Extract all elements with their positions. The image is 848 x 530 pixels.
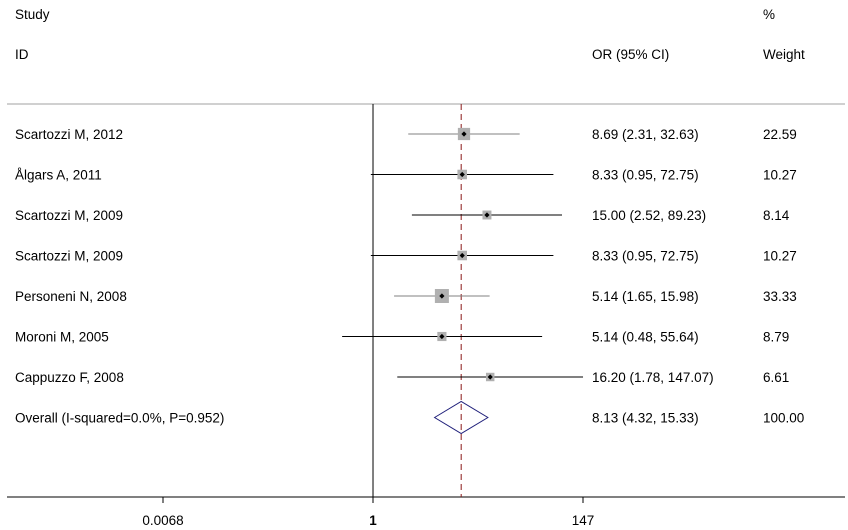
study-weight-text: 33.33: [763, 289, 797, 304]
study-label: Moroni M, 2005: [15, 330, 109, 345]
study-point-estimate: [439, 293, 445, 299]
study-point-estimate: [459, 171, 465, 178]
study-label: Scartozzi M, 2009: [15, 208, 123, 223]
study-point-estimate: [487, 374, 493, 380]
study-row: Scartozzi M, 2012 8.69 (2.31, 32.63) 22.59: [15, 127, 797, 142]
study-row: Cappuzzo F, 2008 16.20 (1.78, 147.07) 6.61: [15, 370, 789, 385]
study-weight-text: 22.59: [763, 127, 797, 142]
axis-layer: 0.0068 1 147: [7, 104, 845, 528]
overall-label: Overall (I-squared=0.0%, P=0.952): [15, 411, 224, 426]
header-ci: OR (95% CI): [592, 47, 669, 62]
study-row: Personeni N, 2008 5.14 (1.65, 15.98) 33.33: [15, 289, 797, 304]
overall-row: Overall (I-squared=0.0%, P=0.952) 8.13 (4…: [15, 400, 804, 435]
study-weight-text: 6.61: [763, 370, 789, 385]
study-ci-text: 15.00 (2.52, 89.23): [592, 208, 706, 223]
study-weight-text: 10.27: [763, 249, 797, 264]
study-weight-text: 8.79: [763, 330, 789, 345]
study-row: Scartozzi M, 2009 8.33 (0.95, 72.75) 10.27: [15, 249, 797, 264]
study-label: Scartozzi M, 2009: [15, 249, 123, 264]
header-study: Study: [15, 7, 50, 22]
study-ci-text: 8.69 (2.31, 32.63): [592, 127, 699, 142]
x-tick-label: 1: [369, 513, 377, 528]
study-weight-text: 8.14: [763, 208, 790, 223]
study-point-estimate: [484, 212, 490, 218]
study-label: Cappuzzo F, 2008: [15, 370, 124, 385]
study-point-estimate: [439, 333, 445, 340]
study-label: Ålgars A, 2011: [15, 168, 102, 183]
x-tick-label: 147: [572, 513, 595, 528]
study-row: Moroni M, 2005 5.14 (0.48, 55.64) 8.79: [15, 330, 789, 345]
study-point-estimate: [461, 131, 467, 137]
study-ci-text: 5.14 (0.48, 55.64): [592, 330, 699, 345]
study-weight-text: 10.27: [763, 168, 797, 183]
overall-weight-text: 100.00: [763, 411, 804, 426]
study-rows: Scartozzi M, 2012 8.69 (2.31, 32.63) 22.59…: [15, 127, 797, 385]
study-row: Ålgars A, 2011 8.33 (0.95, 72.75) 10.27: [15, 168, 797, 183]
study-point-estimate: [459, 252, 465, 259]
study-ci-text: 8.33 (0.95, 72.75): [592, 168, 699, 183]
x-tick-label: 0.0068: [142, 513, 183, 528]
study-label: Scartozzi M, 2012: [15, 127, 123, 142]
study-label: Personeni N, 2008: [15, 289, 127, 304]
study-row: Scartozzi M, 2009 15.00 (2.52, 89.23) 8.14: [15, 208, 790, 223]
study-ci-text: 16.20 (1.78, 147.07): [592, 370, 714, 385]
header-percent: %: [763, 7, 775, 22]
study-ci-text: 5.14 (1.65, 15.98): [592, 289, 699, 304]
header-weight: Weight: [763, 47, 805, 62]
overall-ci-text: 8.13 (4.32, 15.33): [592, 411, 699, 426]
study-ci-text: 8.33 (0.95, 72.75): [592, 249, 699, 264]
overall-diamond: [433, 400, 489, 435]
header-id: ID: [15, 47, 29, 62]
